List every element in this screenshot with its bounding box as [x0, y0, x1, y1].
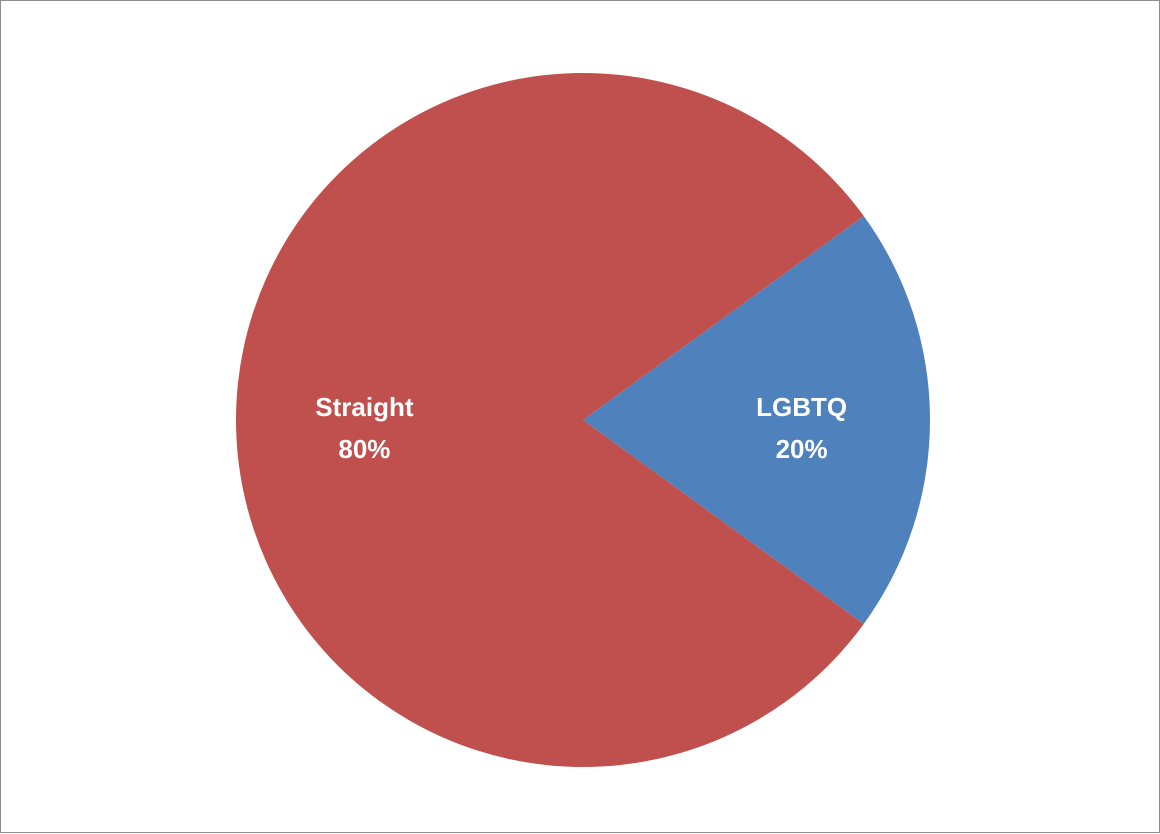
slice-value-straight: 80%	[338, 434, 390, 464]
pie-labels: LGBTQ 20% Straight 80%	[315, 392, 847, 464]
pie-slice-straight	[235, 72, 864, 768]
slice-label-lgbtq: LGBTQ	[756, 392, 847, 422]
slice-value-lgbtq: 20%	[776, 434, 828, 464]
pie-slice-lgbtq	[583, 216, 930, 624]
slice-label-straight: Straight	[315, 392, 414, 422]
pie-slices	[235, 72, 930, 768]
